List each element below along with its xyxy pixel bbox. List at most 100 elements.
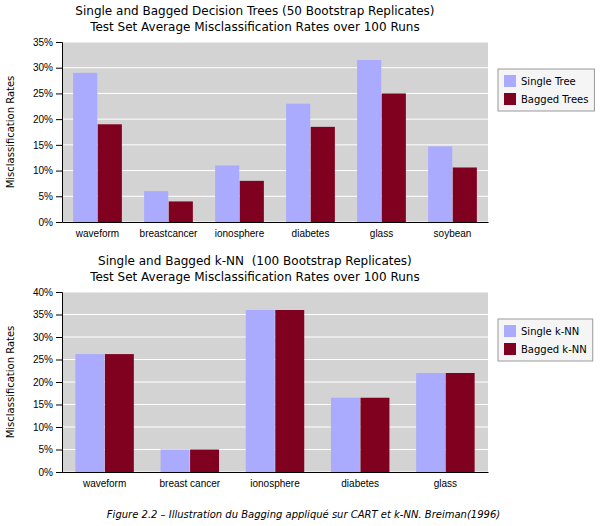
legend-label: Bagged k-NN [521, 344, 587, 355]
x-tick: breast cancer [160, 478, 221, 489]
legend-item: Single Tree [504, 75, 576, 87]
y-tick-mark [56, 315, 62, 316]
bars [75, 310, 474, 472]
y-tick-label: 10% [33, 165, 53, 176]
y-tick-mark [56, 68, 62, 69]
x-tick-label: breast cancer [160, 478, 221, 489]
y-tick-mark [56, 472, 62, 473]
y-tick-label: 10% [33, 422, 53, 433]
y-tick: 5% [39, 191, 62, 202]
y-tick: 20% [33, 377, 62, 388]
x-tick-label: diabetes [292, 228, 330, 239]
y-tick: 0% [39, 467, 62, 478]
bar [215, 165, 239, 222]
y-axis-title: Misclassification Rates [5, 76, 16, 189]
x-tick-label: waveform [82, 478, 126, 489]
y-tick: 30% [33, 332, 62, 343]
y-tick-label: 15% [33, 399, 53, 410]
chart: Single and Bagged Decision Trees (50 Boo… [5, 4, 594, 239]
chart: Single and Bagged k-NN (100 Bootstrap Re… [5, 254, 593, 489]
grid-line [62, 222, 488, 223]
bar [144, 191, 168, 222]
y-tick-label: 25% [33, 88, 53, 99]
y-tick-label: 0% [39, 217, 54, 228]
y-tick-label: 5% [39, 191, 54, 202]
bar [105, 354, 134, 472]
legend-swatch [504, 75, 516, 87]
bar-series [98, 93, 477, 222]
x-tick: diabetes [341, 478, 379, 489]
y-tick: 35% [33, 37, 62, 48]
bar [246, 310, 275, 472]
bar [311, 127, 335, 222]
y-tick: 15% [33, 140, 62, 151]
bars [73, 60, 477, 222]
bar [453, 167, 477, 222]
y-tick: 35% [33, 309, 62, 320]
y-tick-label: 30% [33, 62, 53, 73]
y-axis-line [56, 293, 63, 473]
grid [62, 292, 488, 472]
x-tick-label: glass [434, 478, 457, 489]
y-tick-label: 20% [33, 377, 53, 388]
grid-line [62, 170, 488, 171]
legend-frame [498, 69, 594, 111]
bar [446, 373, 475, 472]
x-axis-line [63, 222, 489, 223]
legend-label: Single Tree [521, 76, 576, 87]
x-tick-label: ionosphere [215, 228, 265, 239]
x-tick: glass [434, 478, 457, 489]
y-axis: 0%5%10%15%20%25%30%35%40% [33, 287, 63, 478]
x-tick: waveform [75, 228, 119, 239]
bar [190, 450, 219, 473]
bar [428, 146, 452, 222]
y-tick-mark [56, 93, 62, 94]
y-tick: 20% [33, 114, 62, 125]
grid-line [62, 67, 488, 68]
x-tick-label: breastcancer [140, 228, 198, 239]
legend-swatch [504, 325, 516, 337]
x-axis: waveform breastcancer ionosphere diabetes gl… [63, 223, 489, 240]
y-tick: 10% [33, 422, 62, 433]
legend: Single TreeBagged Trees [498, 69, 594, 111]
grid-line [62, 144, 488, 145]
y-tick-mark [56, 42, 62, 43]
x-tick-label: soybean [434, 228, 472, 239]
bar [357, 60, 381, 222]
y-tick-label: 40% [33, 287, 53, 298]
title: Single and Bagged k-NN (100 Bootstrap Re… [98, 254, 412, 268]
y-tick-label: 20% [33, 114, 53, 125]
y-tick-mark [56, 196, 62, 197]
plot-background [62, 42, 488, 222]
bar [98, 124, 122, 222]
x-axis-line [63, 472, 489, 473]
legend-item: Single k-NN [504, 325, 579, 337]
y-axis-title: Misclassification Rates [5, 326, 16, 439]
y-tick: 0% [39, 217, 62, 228]
y-tick-mark [56, 427, 62, 428]
y-axis-line [56, 43, 63, 223]
y-tick: 10% [33, 165, 62, 176]
x-tick-label: waveform [75, 228, 119, 239]
y-tick-mark [56, 145, 62, 146]
grid-line [62, 292, 488, 293]
y-tick-label: 30% [33, 332, 53, 343]
y-tick: 40% [33, 287, 62, 298]
legend-frame [498, 319, 593, 361]
bar [75, 354, 104, 472]
y-tick-mark [56, 292, 62, 293]
plot-background [62, 292, 488, 472]
x-tick-label: diabetes [341, 478, 379, 489]
legend: Single k-NN Bagged k-NN [498, 319, 593, 361]
legend-swatch [504, 343, 516, 355]
grid-line [62, 314, 488, 315]
x-tick: waveform [82, 478, 126, 489]
y-tick: 25% [33, 88, 62, 99]
x-tick: glass [370, 228, 393, 239]
bar [416, 373, 445, 472]
grid-line [62, 337, 488, 338]
grid-line [62, 42, 488, 43]
legend-label: Single k-NN [521, 326, 579, 337]
legend-item: Bagged k-NN [504, 343, 587, 355]
figure: Single and Bagged Decision Trees (50 Boo… [0, 0, 607, 526]
